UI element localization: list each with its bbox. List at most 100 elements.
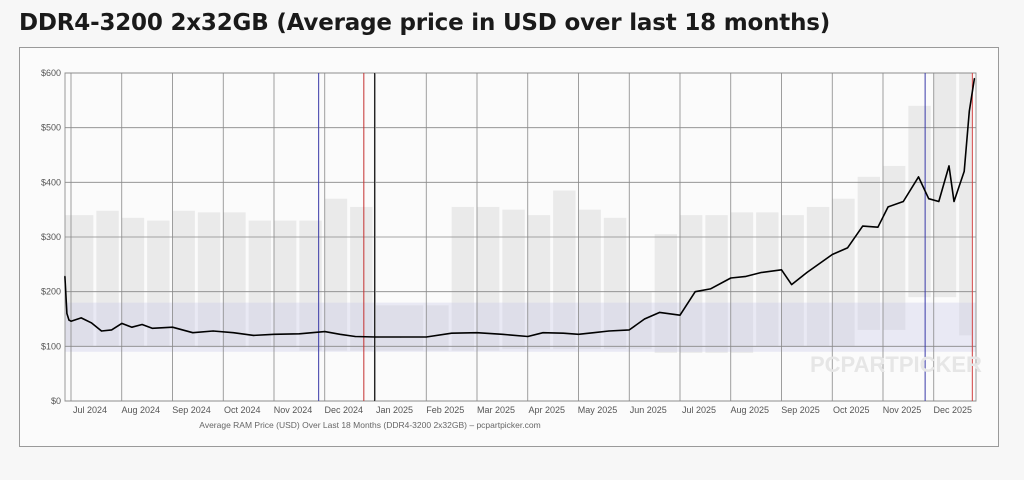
price-range-bar [705, 215, 728, 353]
x-tick-label: Aug 2025 [730, 405, 769, 415]
price-range-bar [933, 73, 957, 298]
price-point [745, 275, 747, 277]
page-title: DDR4-3200 2x32GB (Average price in USD o… [19, 10, 831, 36]
price-point [64, 275, 66, 277]
price-range-bar [274, 220, 297, 348]
x-tick-label: Jan 2025 [376, 405, 413, 415]
price-range-bar [629, 291, 652, 350]
price-point [760, 271, 762, 274]
x-tick-label: Sep 2025 [781, 405, 820, 415]
price-point [953, 200, 955, 203]
x-tick-label: Oct 2024 [224, 405, 261, 415]
price-point [70, 320, 72, 322]
price-point [963, 170, 965, 172]
price-range-bar [172, 210, 195, 347]
price-point [917, 176, 920, 178]
price-point [339, 333, 341, 335]
price-range-bar [248, 220, 271, 348]
price-point [938, 200, 940, 203]
price-point [131, 326, 133, 328]
price-range-bar [908, 105, 931, 298]
price-point [80, 317, 82, 319]
price-point [141, 323, 143, 326]
price-point [476, 332, 478, 334]
price-point [780, 269, 783, 271]
price-point [694, 291, 696, 293]
price-point [253, 334, 255, 336]
price-range-bar [603, 217, 627, 350]
price-range-bar [350, 206, 373, 351]
price-range-bar [96, 210, 119, 347]
price-point [643, 318, 646, 320]
price-range-bar [781, 215, 804, 347]
price-point [577, 333, 580, 335]
price-point [527, 335, 529, 338]
price-range-bar [730, 212, 754, 353]
price-range-bar [197, 212, 221, 348]
price-range-bar [680, 215, 703, 353]
price-range-bar [832, 198, 855, 347]
price-point [100, 330, 103, 332]
price-range-bar [553, 190, 576, 350]
price-point [562, 332, 564, 334]
x-tick-label: Oct 2025 [833, 405, 870, 415]
x-tick-label: Apr 2025 [528, 405, 565, 415]
price-point [948, 165, 950, 167]
price-point [121, 322, 123, 324]
price-range-bar [147, 220, 170, 347]
x-tick-label: Feb 2025 [426, 405, 464, 415]
price-point [973, 77, 975, 80]
y-tick-label: $600 [41, 68, 61, 78]
price-point [298, 333, 300, 335]
price-point [374, 336, 377, 338]
price-point [151, 327, 153, 329]
x-axis-ticks: Jul 2024 Aug 2024 Sep 2024 Oct 2024 Nov 2024… [73, 405, 972, 415]
y-tick-label: $0 [51, 396, 61, 406]
x-tick-label: Jul 2024 [73, 405, 107, 415]
price-range-bar [756, 212, 779, 347]
x-tick-label: Aug 2024 [121, 405, 160, 415]
price-range-bar [477, 206, 500, 351]
price-point [425, 336, 427, 338]
x-tick-label: Nov 2025 [883, 405, 922, 415]
price-range-bar [451, 206, 474, 351]
x-tick-label: May 2025 [578, 405, 618, 415]
price-range-bar [426, 305, 449, 351]
price-point [831, 253, 833, 256]
y-tick-label: $200 [41, 287, 61, 297]
x-tick-label: Mar 2025 [477, 405, 515, 415]
x-tick-label: Nov 2024 [274, 405, 313, 415]
price-point [400, 336, 402, 338]
price-point [171, 326, 174, 328]
price-point [902, 200, 904, 203]
price-point [542, 332, 544, 334]
price-point [593, 332, 595, 334]
price-point [628, 329, 630, 331]
x-axis-label: Average RAM Price (USD) Over Last 18 Mon… [199, 420, 540, 430]
price-range-bar [578, 209, 601, 350]
price-point [877, 226, 879, 228]
price-point [354, 335, 356, 338]
price-range-bar [654, 234, 677, 353]
price-range-bar [375, 305, 424, 351]
price-point [659, 311, 661, 314]
price-point [679, 314, 681, 316]
price-point [501, 333, 503, 335]
y-tick-label: $100 [41, 341, 61, 351]
price-point [273, 333, 275, 335]
y-tick-label: $400 [41, 177, 61, 187]
price-point [608, 330, 610, 332]
price-spread-band [65, 302, 976, 352]
price-range-bar [806, 206, 830, 347]
price-point [232, 332, 234, 334]
price-point [846, 247, 849, 249]
price-range-bar [502, 209, 525, 350]
price-point [730, 277, 732, 279]
y-axis-ticks: $0 $100 $200 $300 $400 $500 $600 [41, 68, 61, 406]
grid-lines [64, 72, 977, 402]
price-range-bar [223, 212, 246, 348]
price-point [791, 283, 793, 286]
price-point [928, 198, 930, 200]
price-point [111, 329, 113, 331]
